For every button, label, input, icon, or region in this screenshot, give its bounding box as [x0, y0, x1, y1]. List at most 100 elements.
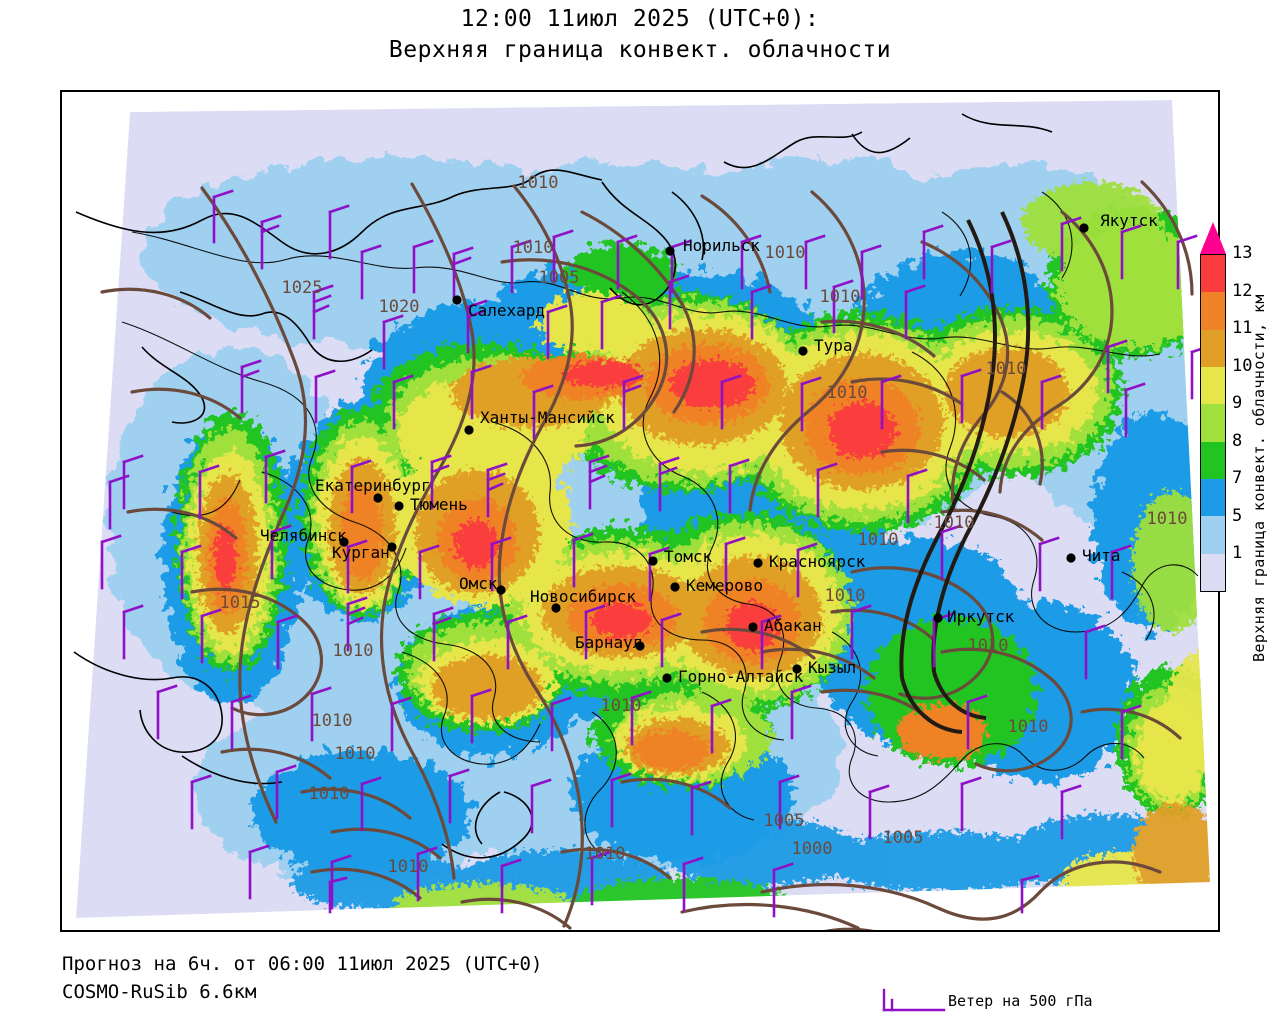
- wind-barb: [452, 246, 474, 302]
- wind-barb: [682, 856, 704, 912]
- isobar-label: 1010: [513, 238, 554, 258]
- wind-barb: [550, 696, 572, 752]
- wind-barb: [860, 244, 882, 300]
- wind-barb: [275, 764, 297, 820]
- wind-barb: [922, 224, 944, 280]
- isobar-low-center: [899, 211, 1031, 734]
- isobar-layer: [100, 180, 1194, 930]
- wind-barb: [506, 614, 528, 670]
- city-marker: [753, 558, 763, 568]
- wind-barb: [660, 612, 682, 668]
- colorbar-tick-11: 11: [1232, 318, 1253, 339]
- wind-barb: [804, 234, 826, 290]
- wind-barb: [382, 314, 404, 370]
- wind-barb: [832, 279, 854, 334]
- wind-barb: [312, 284, 334, 340]
- isobar-label: 1000: [792, 839, 833, 859]
- city-marker: [387, 542, 397, 552]
- wind-barb: [710, 698, 732, 754]
- wind-barb: [360, 244, 382, 300]
- wind-barb: [418, 544, 440, 600]
- wind-barb: [190, 774, 212, 830]
- field-layer: [76, 100, 1210, 918]
- city-label: Красноярск: [769, 552, 866, 571]
- wind-barb: [816, 462, 838, 518]
- city-marker: [635, 641, 645, 651]
- colorbar-tick-10: 10: [1232, 355, 1253, 376]
- city-label: Абакан: [764, 616, 822, 635]
- wind-barb: [1020, 874, 1040, 914]
- wind-barb: [584, 604, 606, 660]
- city-label: Новосибирск: [530, 587, 636, 606]
- wind-barb: [940, 524, 962, 580]
- wind-legend-label: Ветер на 500 гПа: [948, 992, 1093, 1010]
- wind-barb: [796, 542, 818, 598]
- isobar-label: 1005: [539, 268, 580, 288]
- isobar-label: 1010: [601, 696, 642, 716]
- wind-barb: [658, 456, 680, 512]
- isobar-label: 1010: [820, 287, 861, 307]
- map-frame[interactable]: 1025 1020 1010 1010 1005 1010 1010 1010 1010 1010…: [60, 90, 1220, 932]
- city-label: Барнаул: [575, 633, 642, 652]
- wind-barb: [590, 850, 612, 906]
- city-marker: [662, 673, 672, 683]
- city-label: Горно-Алтайск: [678, 667, 804, 686]
- city-label: Салехард: [468, 301, 545, 320]
- colorbar-segment-7: [1201, 478, 1225, 517]
- wind-barb: [270, 524, 292, 580]
- wind-barb: [346, 596, 368, 652]
- isobar-label: 1005: [764, 811, 805, 831]
- model-info: COSMO-RuSib 6.6км: [62, 981, 257, 1003]
- wind-barb: [760, 614, 782, 670]
- wind-barb: [490, 536, 512, 592]
- isobar-label: 1005: [883, 828, 924, 848]
- wind-barb: [212, 189, 234, 244]
- isobar-label: 1010: [309, 784, 350, 804]
- colorbar-segment-9: [1201, 404, 1225, 442]
- wind-barb: [230, 694, 252, 750]
- wind-barb: [1060, 784, 1082, 840]
- wind-barb: [240, 359, 262, 414]
- wind-barb: [720, 374, 742, 430]
- wind-barb: [330, 854, 352, 910]
- wind-barb: [750, 284, 772, 340]
- city-marker: [670, 582, 680, 592]
- city-label: Якутск: [1100, 211, 1158, 230]
- wind-barb: [108, 474, 130, 530]
- wind-barb: [546, 304, 568, 360]
- title-field-name: Верхняя граница конвект. облачности: [388, 37, 892, 63]
- colorbar: Верхняя граница конвект. облачности, км …: [1196, 222, 1280, 682]
- city-marker: [551, 603, 561, 613]
- wind-barb: [616, 234, 638, 290]
- city-marker: [933, 613, 943, 623]
- wind-barb: [588, 454, 610, 510]
- wind-barb: [1176, 234, 1198, 290]
- forecast-info: Прогноз на 6ч. от 06:00 11июл 2025 (UTC+…: [62, 953, 543, 975]
- isobar-label: 1010: [934, 513, 975, 533]
- city-label: Омск: [459, 574, 498, 593]
- wind-barb: [264, 449, 286, 504]
- wind-barb: [310, 686, 332, 742]
- colorbar-tick-8: 8: [1232, 430, 1243, 451]
- isobar-label: 1010: [858, 530, 899, 550]
- wind-barb: [390, 696, 412, 752]
- wind-barb: [778, 774, 800, 830]
- isobar-label: 1010: [335, 744, 376, 764]
- city-marker: [748, 622, 758, 632]
- wind-barb: [610, 772, 632, 828]
- title-valid-time: 12:00 11июл 2025 (UTC+0):: [460, 6, 820, 32]
- wind-barb: [156, 684, 178, 740]
- wind-barb: [314, 369, 336, 424]
- city-marker: [792, 664, 802, 674]
- wind-barb: [466, 299, 488, 354]
- isobar-label: 1010: [825, 586, 866, 606]
- city-marker: [648, 556, 658, 566]
- colorbar-segment-10: [1201, 366, 1225, 405]
- isobar-label: 1010: [585, 844, 626, 864]
- wind-barb: [724, 536, 746, 592]
- wind-barb-icon: [882, 988, 946, 1012]
- wind-barb: [880, 374, 902, 430]
- weather-map[interactable]: 1025 1020 1010 1010 1005 1010 1010 1010 1010 1010…: [62, 92, 1218, 930]
- colorbar-title: Верхняя граница конвект. облачности, км: [1250, 294, 1268, 662]
- wind-barb: [630, 690, 652, 746]
